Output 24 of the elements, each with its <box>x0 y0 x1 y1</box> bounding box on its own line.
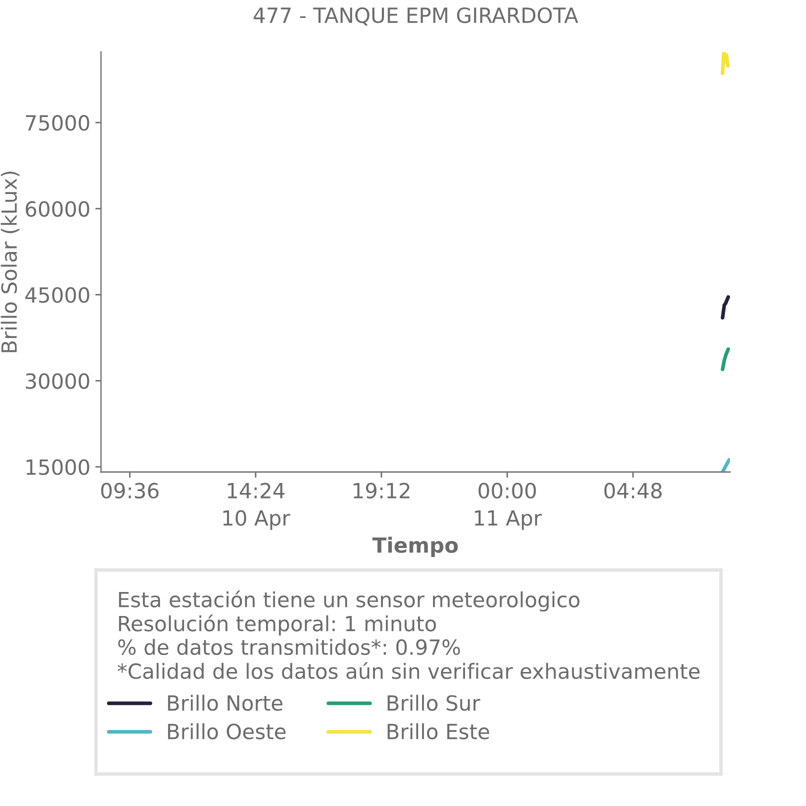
text: Resolución temporal: 1 minuto <box>119 614 436 636</box>
x-tick-label: 19:12 <box>354 482 410 499</box>
x-tick-label: 09:36 <box>101 482 159 499</box>
y-tick-label: 30000 <box>26 373 90 389</box>
x-tick-label: 04:48 <box>604 482 662 499</box>
legend-label: Brillo Sur <box>388 694 480 711</box>
y-tick-label: 60000 <box>26 201 90 217</box>
legend-label: Brillo Oeste <box>168 723 286 740</box>
y-tick-label: 75000 <box>26 115 90 131</box>
line-series <box>720 347 730 372</box>
line-series <box>720 52 730 76</box>
text: *Calidad de los datos aún sin verificar exhaustivamente <box>118 662 700 680</box>
y-tick-label: 15000 <box>26 459 90 476</box>
legend-label: Brillo Este <box>388 723 490 740</box>
x-tick-label: 14:24 10 Apr <box>223 482 290 530</box>
x-axis-title: Tiempo <box>372 536 458 557</box>
line-series <box>720 295 730 320</box>
x-tick-label: 00:00 11 Apr <box>474 482 542 530</box>
y-tick-label: 45000 <box>25 287 90 303</box>
y-axis-title: Brillo Solar (kLux) <box>0 172 20 352</box>
legend-label: Brillo Norte <box>168 694 282 711</box>
text: Esta estación tiene un sensor meteorologico <box>119 590 580 612</box>
chart-title: 477 - TANQUE EPM GIRARDOTA <box>254 7 578 26</box>
text: % de datos transmitidos*: 0.97% <box>118 638 460 656</box>
